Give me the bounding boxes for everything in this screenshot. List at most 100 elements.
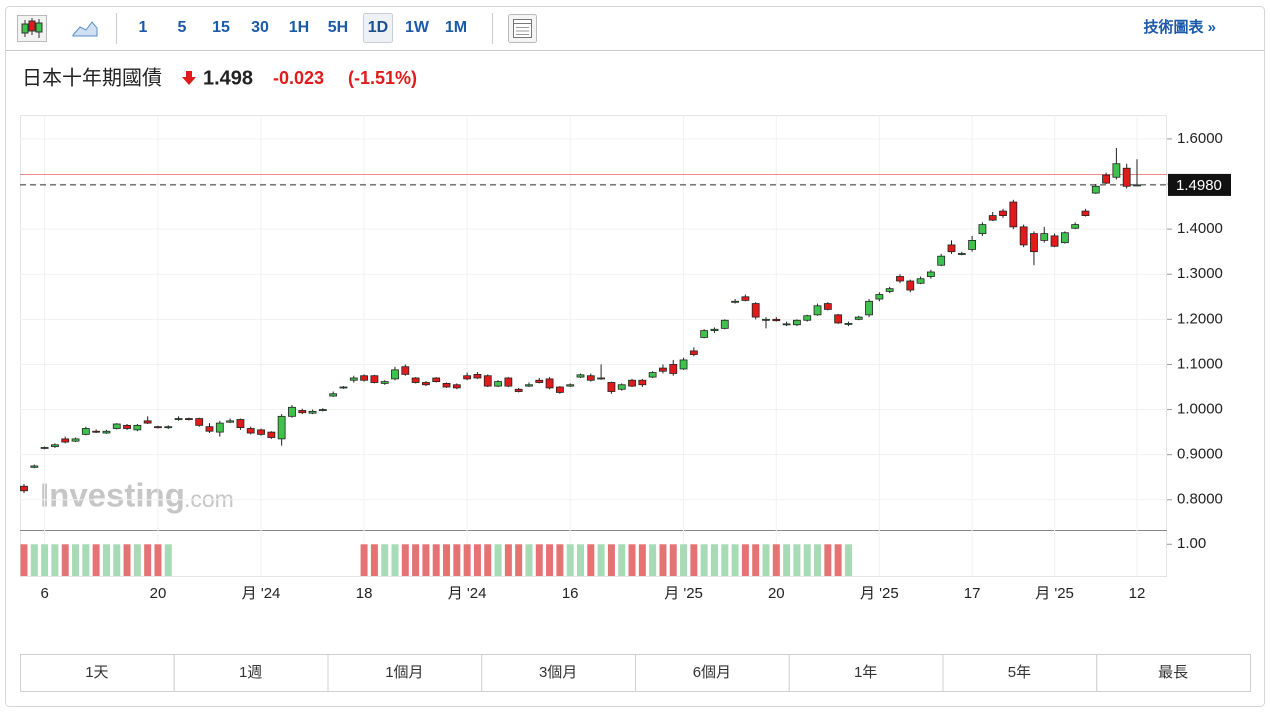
candle-body	[123, 424, 131, 429]
volume-bar	[700, 544, 708, 576]
interval-button[interactable]: 1H	[289, 19, 309, 36]
volume-bar	[783, 544, 791, 576]
layout-icon[interactable]	[508, 14, 537, 43]
volume-bar	[370, 544, 378, 576]
interval-button[interactable]: 1	[139, 19, 148, 36]
x-tick-label: 6	[40, 585, 48, 602]
x-tick-label: 20	[768, 585, 785, 602]
candle-body	[360, 375, 368, 381]
x-tick-label: 18	[356, 585, 373, 602]
candle-body	[257, 429, 265, 435]
x-tick-label: 16	[562, 585, 579, 602]
candle-body	[143, 420, 152, 424]
interval-button[interactable]: 30	[251, 19, 269, 36]
volume-bar	[793, 544, 801, 576]
candle-body	[607, 382, 616, 392]
range-button[interactable]	[173, 654, 329, 692]
volume-bar	[659, 544, 667, 576]
volume-bar	[772, 544, 780, 576]
range-button-label[interactable]: 6個月	[693, 664, 731, 681]
candle-body	[1030, 233, 1038, 253]
volume-bar	[473, 544, 481, 576]
volume-bar	[113, 544, 121, 576]
volume-bar	[432, 544, 440, 576]
candle-body	[205, 426, 214, 432]
candle-body	[772, 318, 781, 322]
range-button[interactable]	[635, 654, 790, 692]
volume-bar	[72, 544, 80, 576]
candle-body	[30, 465, 39, 468]
candle-body	[174, 418, 183, 420]
volume-bar	[133, 544, 141, 576]
candle-body	[926, 271, 935, 277]
range-button-label[interactable]: 最長	[1158, 664, 1188, 681]
interval-button[interactable]: 1W	[405, 19, 430, 36]
candle-body	[689, 350, 698, 355]
interval-button[interactable]: 5	[178, 19, 187, 36]
range-button-label[interactable]: 1個月	[385, 664, 423, 681]
volume-bar	[669, 544, 677, 576]
candle-body	[133, 424, 142, 431]
candle-body	[1040, 233, 1049, 241]
volume-bar	[535, 544, 543, 576]
volume-bar	[504, 544, 512, 576]
interval-button[interactable]: 5H	[328, 19, 348, 36]
candle-body	[1091, 185, 1100, 194]
volume-bar	[515, 544, 523, 576]
range-button[interactable]	[20, 654, 175, 692]
candle-body	[61, 438, 70, 443]
candle-body	[514, 388, 523, 392]
area-icon[interactable]	[72, 21, 98, 37]
candle-body	[988, 215, 997, 221]
candle-body	[504, 377, 513, 387]
volume-bar	[607, 544, 615, 576]
candle-body	[525, 384, 533, 387]
y-tick-label: 0.8000	[1177, 491, 1223, 508]
volume-bar	[556, 544, 564, 576]
candle-body	[751, 303, 760, 318]
interval-button[interactable]: 15	[212, 19, 230, 36]
candle-body	[442, 382, 451, 388]
x-tick-label: 20	[150, 585, 167, 602]
range-button[interactable]	[942, 654, 1098, 692]
volume-bar	[680, 544, 688, 576]
candle-body	[71, 438, 80, 442]
instrument-title: 日本十年期國債	[22, 66, 162, 89]
volume-bar	[123, 544, 131, 576]
range-button-label[interactable]: 1年	[854, 664, 877, 681]
volume-bar	[741, 544, 749, 576]
candle-body	[762, 318, 770, 321]
candle-body	[483, 375, 492, 387]
candle-body	[803, 315, 812, 321]
candle-body	[473, 373, 482, 379]
technical-chart-link[interactable]: 技術圖表 »	[1143, 18, 1216, 36]
candle-body	[844, 323, 853, 325]
volume-bar	[61, 544, 69, 576]
range-button[interactable]	[1096, 654, 1251, 692]
candle-body	[308, 410, 317, 414]
candle-body	[555, 386, 564, 393]
range-button[interactable]	[327, 654, 483, 692]
candle-body	[968, 240, 977, 250]
candle-body	[679, 359, 688, 370]
down-arrow	[182, 71, 196, 85]
range-button-label[interactable]: 1天	[85, 664, 108, 681]
candle-body	[1050, 235, 1059, 247]
y-tick-label: 1.4000	[1177, 220, 1223, 237]
candle-icon[interactable]	[17, 15, 47, 42]
range-button-label[interactable]: 5年	[1008, 664, 1031, 681]
volume-bar	[762, 544, 770, 576]
candle-body	[875, 294, 884, 300]
y-tick-label: 1.6000	[1177, 130, 1223, 147]
range-button[interactable]	[788, 654, 944, 692]
range-button-label[interactable]: 3個月	[539, 664, 577, 681]
candle-body	[452, 384, 461, 389]
candle-body	[226, 420, 235, 423]
interval-button[interactable]: 1M	[445, 19, 467, 36]
volume-bar	[412, 544, 420, 576]
candle-body	[999, 210, 1007, 216]
range-button-label[interactable]: 1週	[239, 664, 262, 681]
candle-body	[349, 377, 358, 381]
interval-button[interactable]: 1D	[368, 19, 388, 36]
candle-body	[1071, 224, 1080, 229]
